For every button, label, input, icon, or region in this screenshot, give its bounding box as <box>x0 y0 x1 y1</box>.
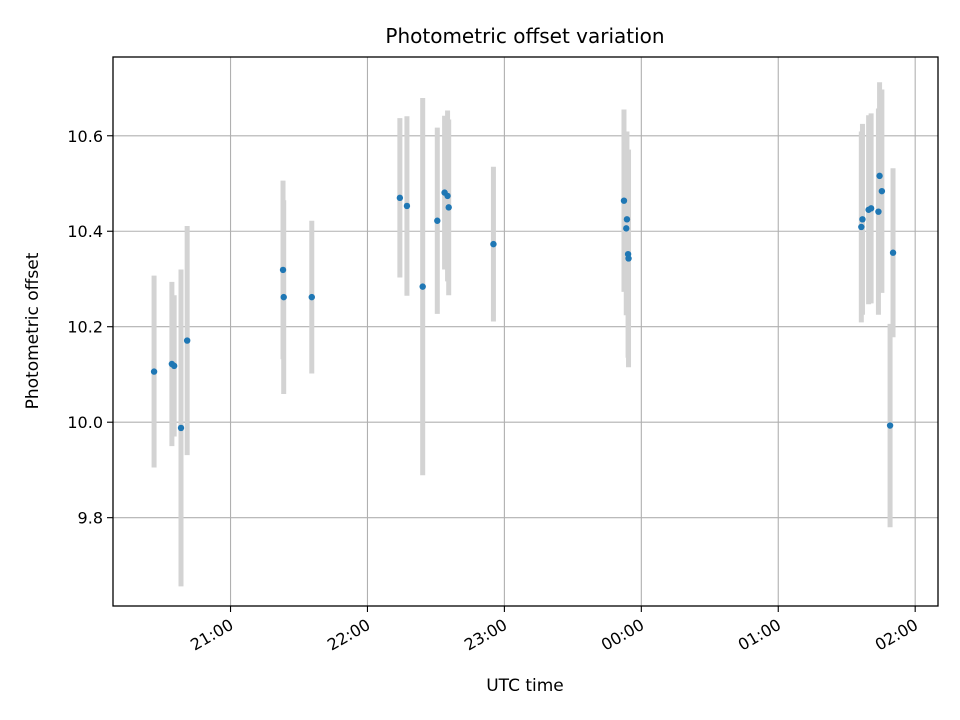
data-points <box>150 172 897 432</box>
y-axis-title: Photometric offset <box>23 252 43 409</box>
y-tick-label: 10.6 <box>67 127 103 146</box>
data-point <box>396 194 404 202</box>
data-point <box>889 249 897 256</box>
data-point <box>170 362 178 370</box>
y-tick-label: 10.0 <box>67 413 103 432</box>
data-point <box>858 223 865 231</box>
data-point <box>878 187 886 195</box>
data-point <box>403 202 411 210</box>
chart-title: Photometric offset variation <box>385 24 664 48</box>
data-point <box>434 217 441 224</box>
data-point <box>444 192 451 200</box>
data-point <box>620 197 628 204</box>
data-point <box>280 293 287 301</box>
data-point <box>886 422 894 429</box>
y-tick-label: 10.4 <box>67 222 103 241</box>
data-point <box>445 204 452 211</box>
grid <box>113 57 938 606</box>
data-point <box>150 368 158 375</box>
data-point <box>876 172 883 180</box>
data-point <box>623 216 631 223</box>
data-point <box>859 216 866 223</box>
data-point <box>308 293 315 301</box>
data-point <box>279 266 287 274</box>
data-point <box>625 255 632 262</box>
y-axis: 9.8 10.0 10.2 10.4 10.6 <box>67 127 113 528</box>
data-point <box>419 283 426 290</box>
y-tick-label: 9.8 <box>78 509 103 528</box>
data-point <box>183 337 191 344</box>
plot-area-frame <box>112 56 939 607</box>
data-point <box>490 240 497 248</box>
data-point <box>867 205 875 212</box>
data-point <box>623 225 630 232</box>
y-tick-label: 10.2 <box>67 318 103 337</box>
data-point <box>177 424 185 432</box>
x-axis-title: UTC time <box>486 676 564 696</box>
data-point <box>875 208 882 215</box>
